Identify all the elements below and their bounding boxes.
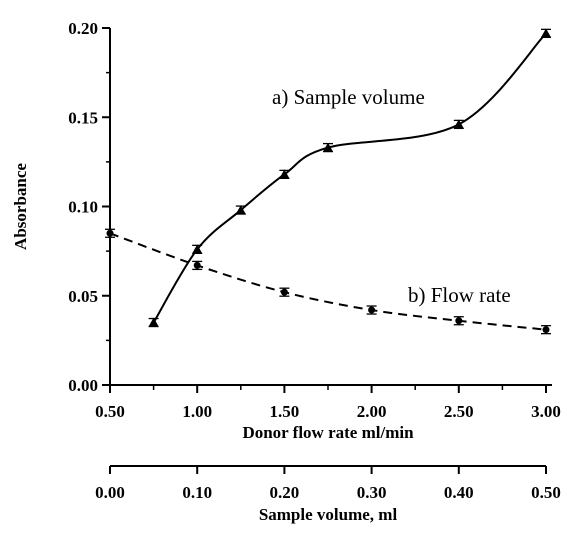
data-point-sample-volume: [541, 28, 551, 38]
x-tick-label-flow: 1.00: [182, 402, 212, 421]
data-point-flow-rate: [106, 229, 114, 237]
series-line-flow-rate: [109, 232, 547, 331]
x-tick-label-flow: 2.00: [357, 402, 387, 421]
series-layer: [105, 28, 551, 335]
x-tick-label-volume: 0.20: [270, 483, 300, 502]
data-point-sample-volume: [148, 317, 159, 327]
x-tick-label-flow: 1.50: [270, 402, 300, 421]
y-tick-label: 0.10: [68, 198, 98, 217]
data-point-flow-rate: [193, 261, 201, 269]
series-label-sample-volume: a) Sample volume: [272, 85, 425, 109]
x-tick-label-volume: 0.40: [444, 483, 474, 502]
data-point-sample-volume: [279, 169, 290, 179]
x-tick-label-flow: 0.50: [95, 402, 125, 421]
series-label-flow-rate: b) Flow rate: [408, 283, 511, 307]
x-axis-title-volume: Sample volume, ml: [259, 505, 398, 524]
x-tick-label-volume: 0.10: [182, 483, 212, 502]
y-tick-label: 0.15: [68, 108, 98, 127]
x-axis-title-flow: Donor flow rate ml/min: [242, 423, 414, 442]
x-tick-label-flow: 2.50: [444, 402, 474, 421]
axes: 0.00 0.05 0.10 0.15 0.20 0.50 1.00 1.50 2.00 2.50…: [68, 19, 561, 502]
y-tick-label: 0.05: [68, 287, 98, 306]
y-axis-title: Absorbance: [11, 163, 30, 250]
data-point-flow-rate: [280, 288, 288, 296]
x-tick-label-volume: 0.30: [357, 483, 387, 502]
series-line-sample-volume: [152, 32, 547, 324]
x-tick-label-flow: 3.00: [531, 402, 561, 421]
data-point-sample-volume: [323, 142, 333, 152]
data-point-sample-volume: [235, 205, 246, 215]
x-tick-label-volume: 0.00: [95, 483, 125, 502]
data-point-sample-volume: [192, 244, 203, 254]
x-tick-label-volume: 0.50: [531, 483, 561, 502]
data-point-flow-rate: [542, 326, 550, 334]
data-point-sample-volume: [453, 119, 464, 129]
data-point-flow-rate: [368, 306, 376, 314]
data-point-flow-rate: [455, 317, 463, 325]
y-tick-label: 0.20: [68, 19, 98, 38]
y-tick-label: 0.00: [68, 376, 98, 395]
labels-layer: Absorbance Donor flow rate ml/min Sample…: [11, 85, 511, 524]
